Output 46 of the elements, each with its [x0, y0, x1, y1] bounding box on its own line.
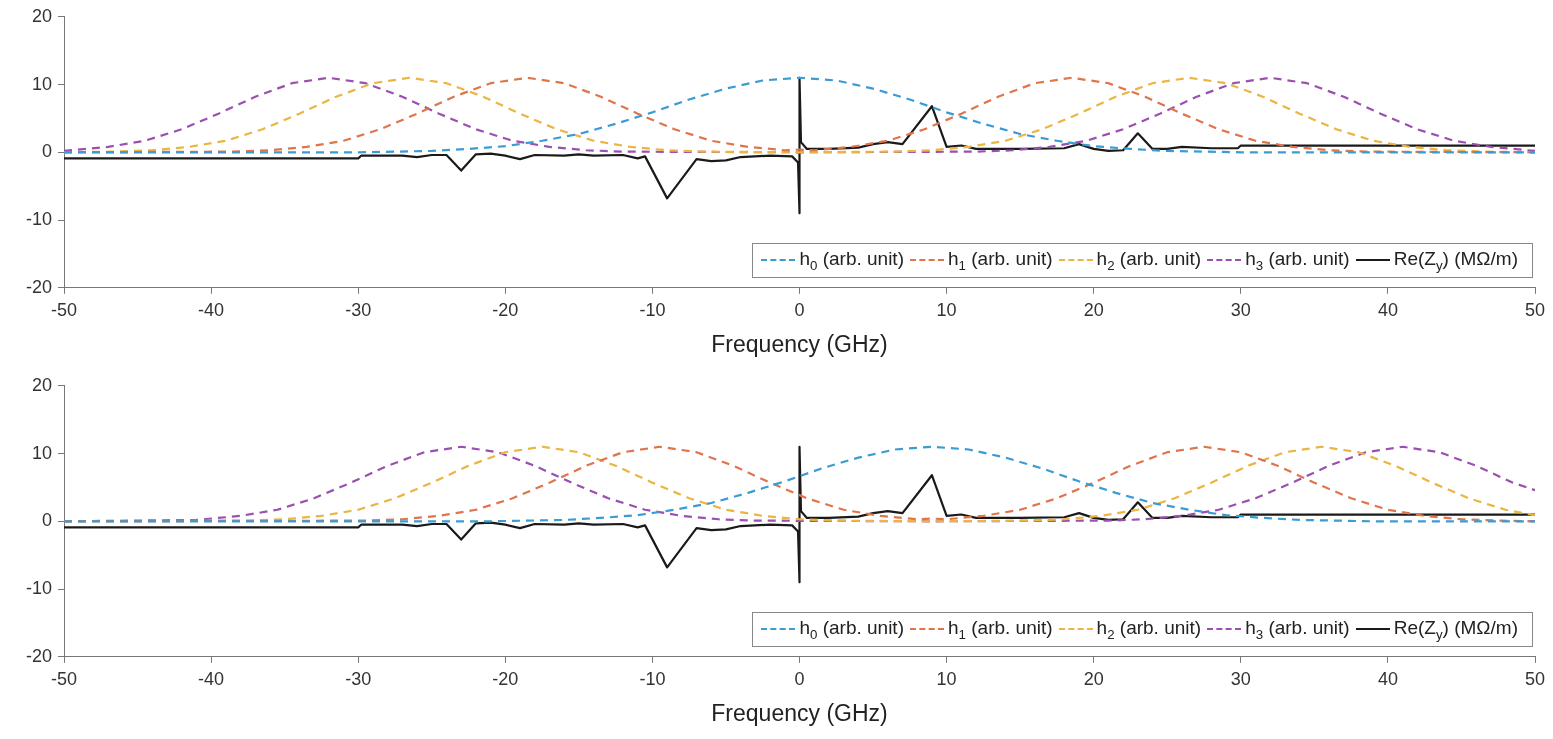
x-axis-title: Frequency (GHz): [711, 330, 888, 357]
x-tick-label: -20: [492, 668, 519, 689]
x-tick-label: 10: [936, 668, 957, 689]
x-tick-label: 0: [794, 668, 805, 689]
x-tick-label: -10: [639, 668, 666, 689]
y-tick-label: 0: [42, 510, 53, 531]
x-tick-label: 20: [1083, 668, 1104, 689]
x-tick-label: -50: [51, 299, 78, 320]
y-tick-label: 20: [31, 5, 53, 26]
legend-label: h$_{1}$ (arb. unit): [947, 616, 1053, 642]
y-tick-label: 20: [31, 374, 53, 395]
legend-label: h$_{2}$ (arb. unit): [1096, 616, 1202, 642]
legend-label: h$_{3}$ (arb. unit): [1245, 616, 1350, 642]
y-tick-label: 10: [31, 73, 53, 94]
y-tick-label: 10: [31, 442, 53, 463]
y-tick-label: -10: [26, 209, 53, 230]
legend-label: h$_{1}$ (arb. unit): [947, 247, 1053, 273]
legend-label: h$_{0}$ (arb. unit): [799, 616, 904, 642]
legend-label: Re(Z$_{y}$) (MΩ/m): [1393, 247, 1518, 273]
y-tick-label: 0: [42, 141, 53, 162]
x-tick-label: 50: [1524, 299, 1546, 320]
x-tick-label: 10: [936, 299, 957, 320]
x-tick-label: 20: [1083, 299, 1104, 320]
x-tick-label: 0: [794, 299, 805, 320]
line-series: [64, 445, 1535, 523]
x-tick-label: -10: [639, 299, 666, 320]
x-tick-label: -30: [345, 668, 372, 689]
y-tick-label: -20: [26, 645, 53, 666]
x-tick-label: -40: [198, 299, 225, 320]
legend-label: h$_{3}$ (arb. unit): [1245, 247, 1350, 273]
x-tick-label: 40: [1377, 299, 1398, 320]
x-tick-label: 50: [1524, 668, 1546, 689]
x-axis-title: Frequency (GHz): [711, 699, 888, 726]
x-tick-label: 30: [1230, 668, 1251, 689]
line-series: [64, 76, 1535, 154]
legend-label: Re(Z$_{y}$) (MΩ/m): [1393, 616, 1518, 642]
x-tick-label: -40: [198, 668, 225, 689]
y-tick-label: -20: [26, 276, 53, 297]
legend-label: h$_{2}$ (arb. unit): [1096, 247, 1202, 273]
x-tick-label: -20: [492, 299, 519, 320]
x-tick-label: 30: [1230, 299, 1251, 320]
y-tick-label: -10: [26, 578, 53, 599]
x-tick-label: 40: [1377, 668, 1398, 689]
x-tick-label: -50: [51, 668, 78, 689]
legend-label: h$_{0}$ (arb. unit): [799, 247, 904, 273]
x-tick-label: -30: [345, 299, 372, 320]
